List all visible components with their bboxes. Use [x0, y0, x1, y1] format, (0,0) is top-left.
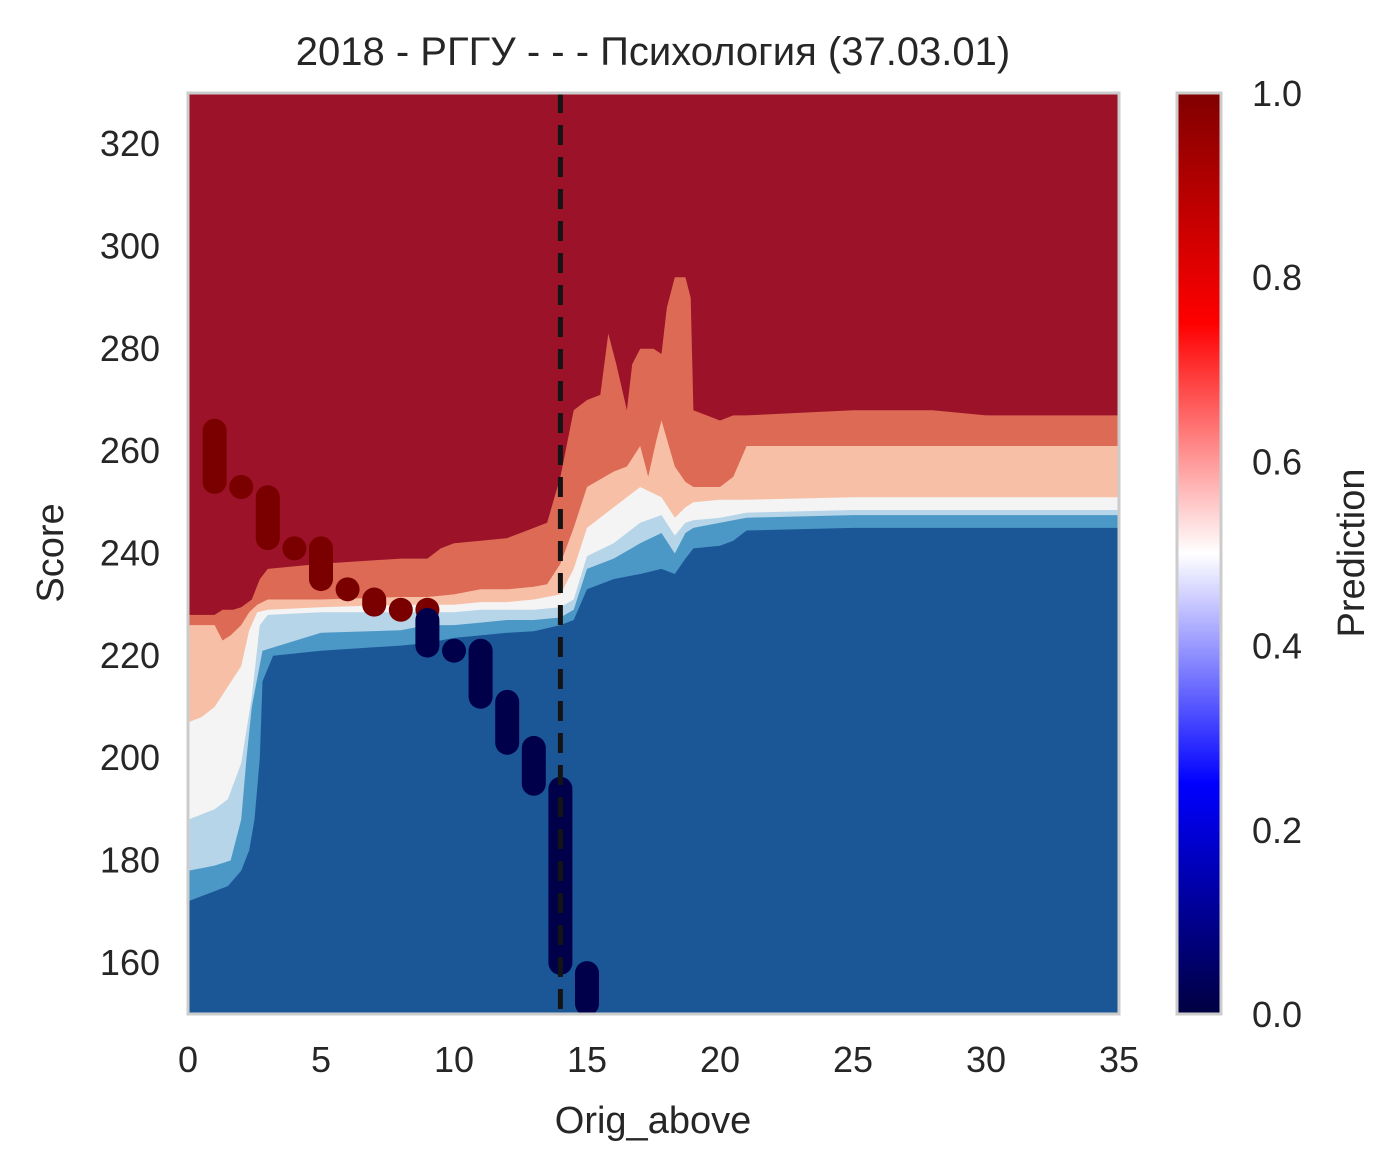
y-tick-label: 320	[100, 123, 160, 164]
x-tick-label: 30	[966, 1039, 1006, 1080]
x-tick-label: 5	[311, 1039, 331, 1080]
x-tick-label: 35	[1099, 1039, 1139, 1080]
plot-frame	[186, 91, 1121, 1016]
y-tick-label: 180	[100, 840, 160, 881]
contour-band-b09	[188, 93, 1119, 615]
x-tick-label: 10	[434, 1039, 474, 1080]
plot-area	[188, 93, 1119, 1014]
colorbar-label: Prediction	[1331, 469, 1373, 638]
colorbar-tick-label: 1.0	[1252, 73, 1302, 114]
y-axis: 160 180 200 220 240 260 280 300 320	[100, 123, 160, 983]
colorbar-tick-label: 0.6	[1252, 441, 1302, 482]
y-tick-label: 260	[100, 430, 160, 471]
x-axis: 0 5 10 15 20 25 30 35	[178, 1039, 1139, 1080]
colorbar: 0.0 0.2 0.4 0.6 0.8 1.0 Prediction	[1175, 73, 1373, 1035]
y-tick-label: 280	[100, 328, 160, 369]
y-tick-label: 220	[100, 635, 160, 676]
y-axis-label: Score	[30, 503, 72, 602]
colorbar-ticks: 0.0 0.2 0.4 0.6 0.8 1.0	[1252, 73, 1302, 1035]
colorbar-gradient	[1175, 91, 1223, 1016]
x-tick-label: 0	[178, 1039, 198, 1080]
colorbar-tick-label: 0.8	[1252, 257, 1302, 298]
colorbar-tick-label: 0.0	[1252, 994, 1302, 1035]
y-tick-label: 160	[100, 942, 160, 983]
x-tick-label: 15	[567, 1039, 607, 1080]
contour-layer	[188, 93, 1119, 1014]
y-tick-label: 300	[100, 226, 160, 267]
x-tick-label: 20	[700, 1039, 740, 1080]
colorbar-tick-label: 0.2	[1252, 810, 1302, 851]
colorbar-tick-label: 0.4	[1252, 626, 1302, 667]
y-tick-label: 240	[100, 533, 160, 574]
x-axis-label: Orig_above	[555, 1100, 751, 1142]
chart-title: 2018 - РГГУ - - - Психология (37.03.01)	[296, 30, 1010, 74]
x-tick-label: 25	[833, 1039, 873, 1080]
y-tick-label: 200	[100, 737, 160, 778]
